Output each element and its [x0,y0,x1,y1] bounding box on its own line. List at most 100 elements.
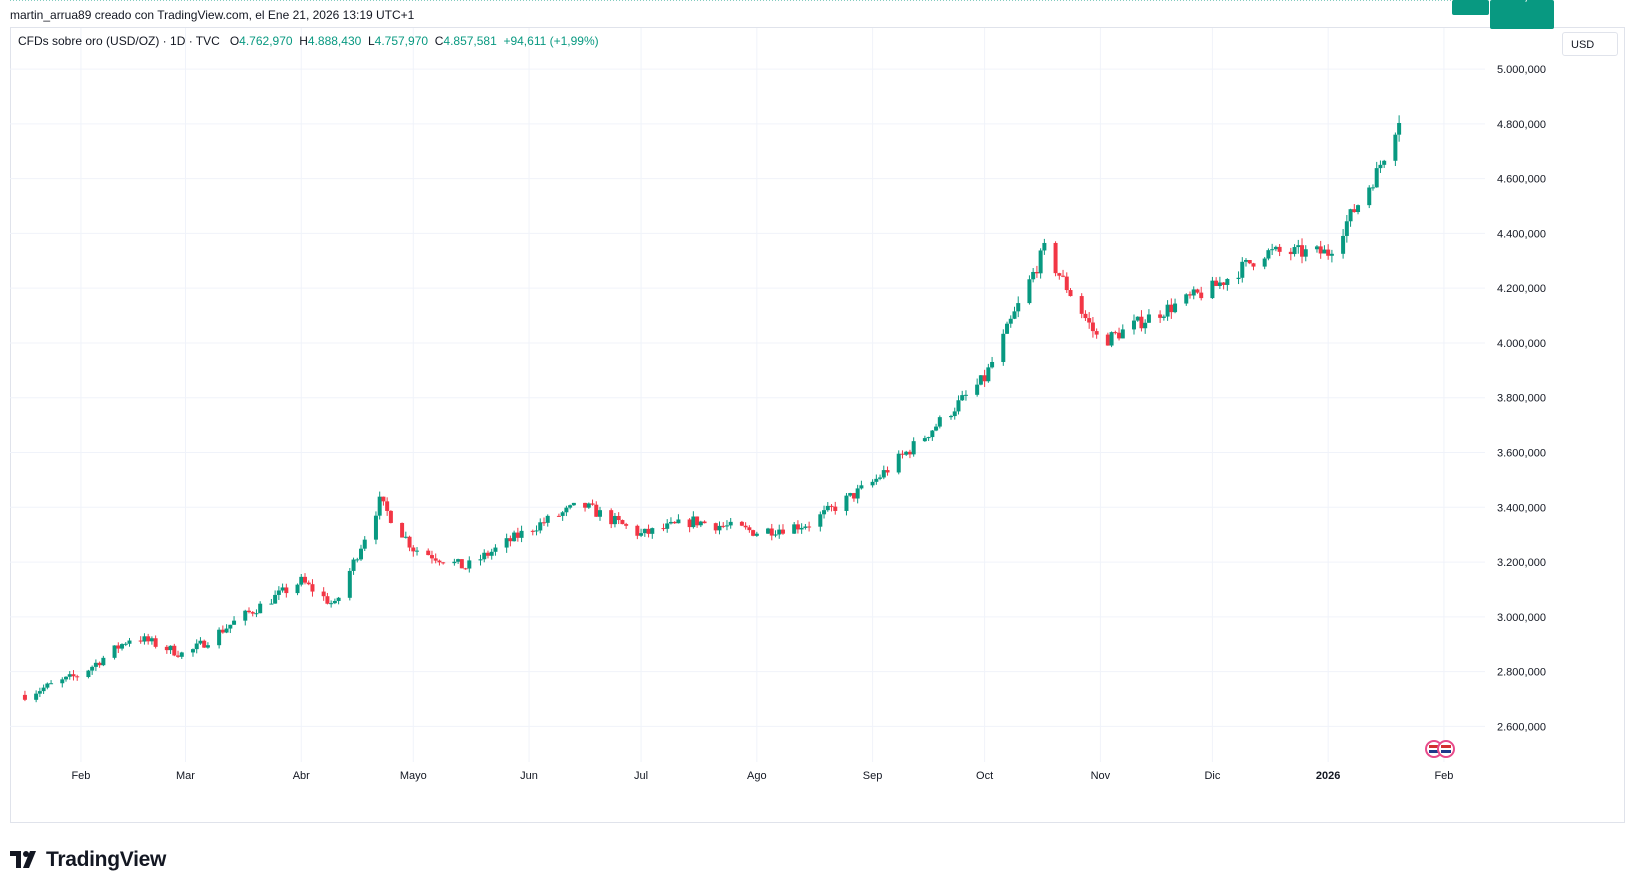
candle [1382,159,1387,168]
candle [1314,245,1319,253]
candle-body [41,687,46,692]
candle-body [896,453,901,473]
candle [90,665,95,675]
price-tag-bg [1490,0,1554,29]
candle [228,624,233,634]
candle-body [717,525,722,531]
close-value: 4.857,581 [443,34,497,48]
candle-body [829,505,834,507]
symbol-tag: GOLD [1454,0,1485,3]
candle-body [332,600,337,604]
candle [1061,269,1066,278]
chart-frame[interactable] [10,27,1625,823]
candle-body [164,646,169,651]
candle [717,521,722,535]
candle-body [885,470,890,473]
candle [280,583,285,593]
candle-body [232,620,237,625]
candle-body [172,645,177,656]
candle [851,492,856,502]
candle-body [276,590,281,595]
candle [1161,314,1166,321]
candle [67,671,72,680]
candle-body [120,644,125,649]
candle-body [362,539,367,549]
candle [512,530,517,542]
candle [949,414,954,420]
candle [930,429,935,441]
candle [911,437,916,457]
candle [896,450,901,475]
candle [818,511,823,532]
candle-body [949,416,954,418]
currency-button[interactable]: USD [1562,32,1618,56]
candle [1348,208,1353,227]
candle [1188,291,1192,299]
candle-body [373,515,378,540]
candle-body [851,493,856,499]
candle-body [952,411,957,417]
candle-body [123,643,128,645]
candle [75,674,80,681]
candle [138,636,143,644]
candle [803,523,808,530]
candle-body [254,613,259,615]
candle [1173,298,1178,314]
candle [556,513,561,517]
candle-body [116,645,121,649]
candle [45,682,50,690]
candle [377,491,382,520]
candle-body [665,523,670,529]
candle [695,516,700,528]
candle [426,548,431,556]
x-tick-label: Ago [747,770,767,782]
change-value: +94,611 (+1,99%) [503,34,599,48]
candle-body [478,559,483,561]
candle-body [299,576,304,585]
candle-body [1038,250,1043,274]
candle-body [228,624,233,629]
candle-body [1146,314,1151,323]
candle [489,548,494,560]
candle-body [568,505,573,508]
candle-body [590,503,595,505]
y-tick-label: 3.600,000 [1497,448,1546,460]
candle [362,536,367,552]
y-tick-label: 2.800,000 [1497,667,1546,679]
candle-body [429,555,434,559]
candle [1195,288,1200,294]
candle [299,573,304,587]
candle [530,529,535,536]
candle [1012,306,1017,320]
candle-body [243,610,248,621]
candle-body [922,438,927,442]
candle [164,644,169,654]
candle [538,518,543,534]
y-tick-label: 5.000,000 [1497,64,1546,76]
candle [1008,315,1013,328]
candle [176,650,181,658]
candle-body [668,521,673,524]
price-tag-price: 4.857,581 [1497,0,1546,3]
candle [620,519,625,525]
candle [1251,262,1256,271]
candle [698,520,703,528]
candle [1146,309,1151,323]
candle-body [176,655,181,657]
candle [1199,286,1204,301]
candle [190,648,195,657]
candle-body [609,510,614,525]
candle-body [695,516,700,526]
candle [907,449,912,459]
candle [1270,243,1275,256]
candle [590,499,595,506]
candle [269,598,274,605]
candle [934,423,939,432]
candle-body [146,636,151,642]
candle-body [825,505,830,511]
candle [403,531,408,539]
candle-body [329,603,334,605]
candle-body [1217,282,1222,286]
candle-body [803,526,808,528]
